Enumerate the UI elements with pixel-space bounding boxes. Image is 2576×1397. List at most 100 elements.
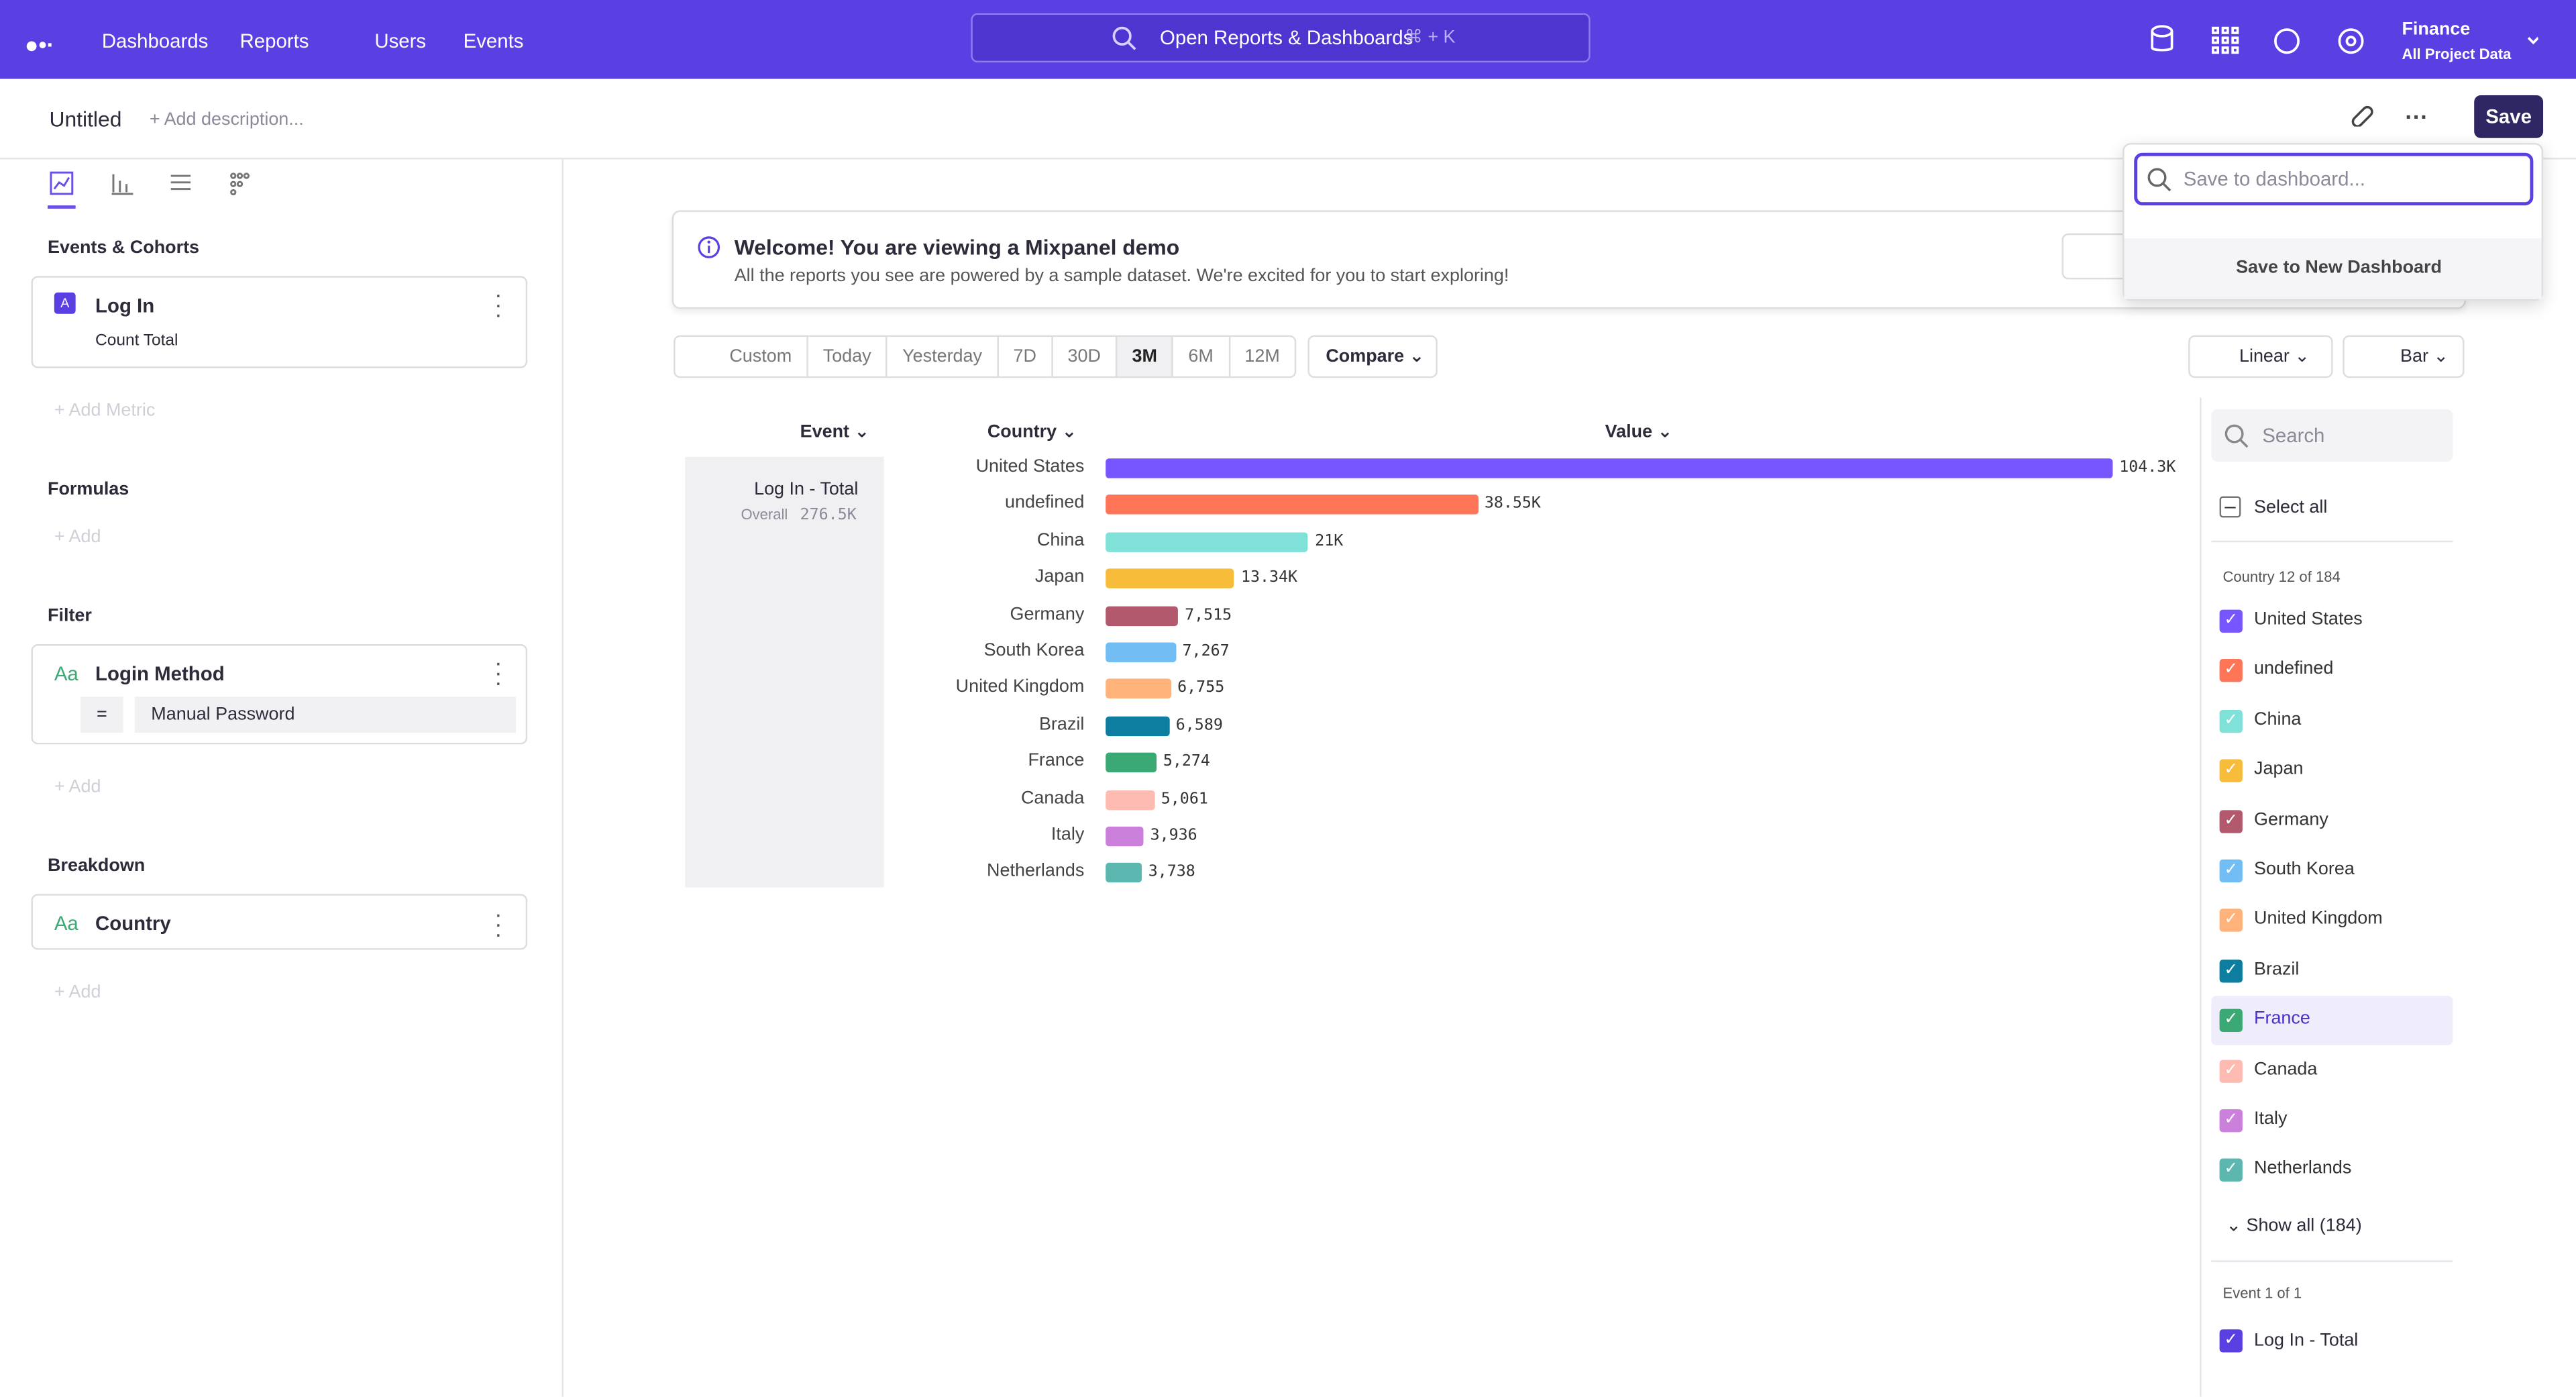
legend-heading: Country 12 of 184: [2222, 568, 2340, 584]
range-option[interactable]: 6M: [1172, 337, 1228, 376]
section-heading[interactable]: Events & Cohorts: [48, 238, 199, 258]
show-all-label: Show all (184): [2246, 1216, 2361, 1235]
divider: [2211, 1260, 2453, 1261]
add-breakdown[interactable]: + Add: [54, 983, 101, 1002]
save-button[interactable]: Save: [2474, 95, 2543, 138]
legend-checkbox[interactable]: ✓: [2220, 760, 2243, 782]
column-header[interactable]: Value ⌄: [1605, 421, 1672, 442]
legend-label[interactable]: undefined: [2254, 660, 2333, 679]
legend-label[interactable]: China: [2254, 709, 2301, 729]
legend-checkbox[interactable]: ✓: [2220, 1159, 2243, 1182]
more-button[interactable]: ···: [2405, 103, 2428, 130]
legend-label[interactable]: Japan: [2254, 760, 2303, 779]
range-option[interactable]: 12M: [1228, 337, 1295, 376]
legend-label[interactable]: Canada: [2254, 1059, 2317, 1079]
filter-type: Aa: [54, 662, 78, 685]
bar: [1106, 827, 1144, 846]
scale-button[interactable]: Linear ⌄: [2188, 335, 2333, 378]
legend-label[interactable]: France: [2254, 1009, 2310, 1029]
report-title[interactable]: Untitled: [49, 107, 121, 132]
filter-value[interactable]: Manual Password: [135, 696, 516, 733]
column-header[interactable]: Event ⌄: [800, 421, 869, 442]
legend-checkbox[interactable]: ✓: [2220, 1009, 2243, 1032]
legend-checkbox[interactable]: ✓: [2220, 610, 2243, 633]
legend-checkbox[interactable]: ✓: [2220, 960, 2243, 982]
value-label: 38.55K: [1485, 495, 1541, 513]
legend-label[interactable]: Italy: [2254, 1109, 2287, 1129]
range-option[interactable]: 30D: [1051, 337, 1116, 376]
metric-measure[interactable]: Count Total: [95, 332, 178, 350]
kebab[interactable]: ···: [494, 289, 502, 319]
bar: [1106, 716, 1169, 735]
event-name: Log In - Total: [754, 480, 858, 499]
add-metric[interactable]: + Add Metric: [54, 401, 155, 421]
event-checkbox[interactable]: ✓: [2220, 1329, 2243, 1352]
legend-checkbox[interactable]: ✓: [2220, 660, 2243, 682]
legend-checkbox[interactable]: ✓: [2220, 1109, 2243, 1132]
select-all-checkbox[interactable]: –: [2220, 497, 2241, 518]
nav-item[interactable]: Dashboards: [102, 30, 208, 52]
legend-checkbox[interactable]: ✓: [2220, 909, 2243, 932]
legend-label[interactable]: Germany: [2254, 809, 2328, 829]
bar: [1106, 495, 1478, 515]
value-label: 3,936: [1150, 827, 1197, 845]
dashboard-placeholder: Save to dashboard...: [2184, 168, 2365, 191]
view-tabs[interactable]: [46, 169, 276, 212]
filter-operator[interactable]: =: [80, 696, 123, 733]
bar: [1106, 606, 1178, 625]
legend-label[interactable]: Brazil: [2254, 960, 2299, 979]
overall-label: Overall: [741, 506, 788, 522]
nav-item[interactable]: Events: [464, 30, 524, 52]
legend-checkbox[interactable]: ✓: [2220, 1059, 2243, 1082]
nav-item[interactable]: Users: [374, 30, 426, 52]
metric-card[interactable]: [32, 276, 528, 368]
category-label: Brazil: [1039, 715, 1084, 734]
range-option[interactable]: Yesterday: [886, 337, 997, 376]
select-all[interactable]: Select all: [2254, 498, 2327, 517]
add-filter[interactable]: + Add: [54, 777, 101, 796]
filter-property: Login Method: [95, 662, 225, 685]
value-label: 7,515: [1185, 606, 1232, 624]
chart-type-button[interactable]: Bar ⌄: [2343, 335, 2464, 378]
range-option[interactable]: Today: [806, 337, 885, 376]
range-option[interactable]: Custom: [676, 337, 807, 376]
link-icon[interactable]: [2349, 103, 2375, 126]
compare-label: Compare: [1326, 347, 1404, 366]
legend-highlight: [2211, 996, 2453, 1045]
kebab[interactable]: ···: [494, 658, 502, 687]
legend-label[interactable]: South Korea: [2254, 860, 2355, 879]
legend-checkbox[interactable]: ✓: [2220, 809, 2243, 832]
logo[interactable]: ●•·: [25, 32, 54, 58]
kebab[interactable]: ···: [494, 909, 502, 938]
bar: [1106, 753, 1157, 772]
description[interactable]: + Add description...: [150, 110, 304, 130]
bar: [1106, 532, 1308, 552]
legend-divider: [2200, 398, 2201, 1397]
event-legend-label[interactable]: Log In - Total: [2254, 1331, 2358, 1351]
show-all[interactable]: ⌄ Show all (184): [2226, 1214, 2361, 1236]
new-dashboard[interactable]: Save to New Dashboard: [2236, 258, 2442, 277]
column-header[interactable]: Country ⌄: [987, 421, 1077, 442]
nav-item[interactable]: Reports: [240, 30, 309, 52]
sidebar-divider: [562, 160, 564, 1397]
legend-heading: Event 1 of 1: [2222, 1285, 2302, 1301]
chart-type-label: Bar: [2400, 347, 2428, 366]
legend-checkbox[interactable]: ✓: [2220, 709, 2243, 732]
compare-button[interactable]: Compare ⌄: [1307, 335, 1437, 378]
value-label: 5,061: [1161, 790, 1208, 808]
legend-checkbox[interactable]: ✓: [2220, 860, 2243, 882]
legend-label[interactable]: United Kingdom: [2254, 909, 2383, 929]
legend-label[interactable]: Netherlands: [2254, 1159, 2351, 1179]
search-placeholder: Search: [2262, 424, 2324, 447]
category-label: Germany: [1010, 604, 1085, 623]
bar: [1106, 864, 1142, 883]
range-option[interactable]: 7D: [997, 337, 1051, 376]
range-option[interactable]: 3M: [1116, 337, 1172, 376]
add-formula[interactable]: + Add: [54, 527, 101, 547]
category-label: Italy: [1051, 825, 1084, 844]
legend-label[interactable]: United States: [2254, 610, 2363, 629]
banner-title: Welcome! You are viewing a Mixpanel demo: [735, 235, 1179, 260]
value-label: 21K: [1315, 532, 1343, 550]
date-range-bar: CustomTodayYesterday7D30D3M6M12M: [674, 335, 1296, 378]
